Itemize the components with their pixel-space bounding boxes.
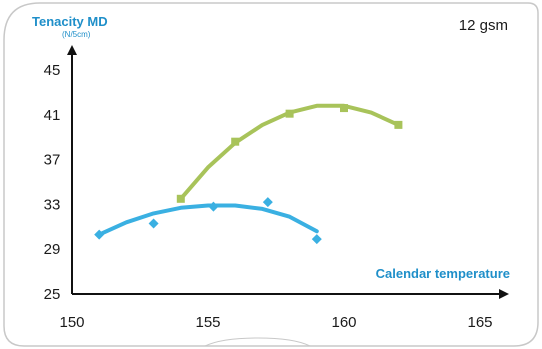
trend-line-2 bbox=[178, 103, 401, 201]
y-tick-label: 29 bbox=[44, 241, 61, 258]
y-tick-label: 37 bbox=[44, 152, 61, 169]
y-tick-label: 25 bbox=[44, 286, 61, 303]
x-axis-label: Calendar temperature bbox=[376, 266, 510, 281]
trend-line-1 bbox=[97, 203, 319, 237]
y-axis-label: Tenacity MD bbox=[32, 14, 108, 29]
data-point bbox=[94, 229, 105, 240]
data-point bbox=[262, 197, 273, 208]
data-point bbox=[148, 218, 159, 229]
x-tick-label: 165 bbox=[467, 314, 492, 331]
data-point bbox=[208, 201, 219, 212]
gsm-badge: 12 gsm bbox=[459, 17, 508, 34]
x-tick-label: 160 bbox=[331, 314, 356, 331]
data-point bbox=[176, 194, 185, 203]
y-tick-label: 45 bbox=[44, 62, 61, 79]
data-point bbox=[285, 109, 294, 118]
x-tick-label: 155 bbox=[195, 314, 220, 331]
y-axis-unit: (N/5cm) bbox=[62, 30, 91, 39]
y-tick-label: 33 bbox=[44, 196, 61, 213]
x-tick-label: 150 bbox=[59, 314, 84, 331]
y-tick-label: 41 bbox=[44, 107, 61, 124]
data-point bbox=[340, 104, 348, 113]
data-point bbox=[231, 137, 240, 146]
data-point bbox=[311, 234, 322, 245]
data-point bbox=[394, 120, 403, 129]
